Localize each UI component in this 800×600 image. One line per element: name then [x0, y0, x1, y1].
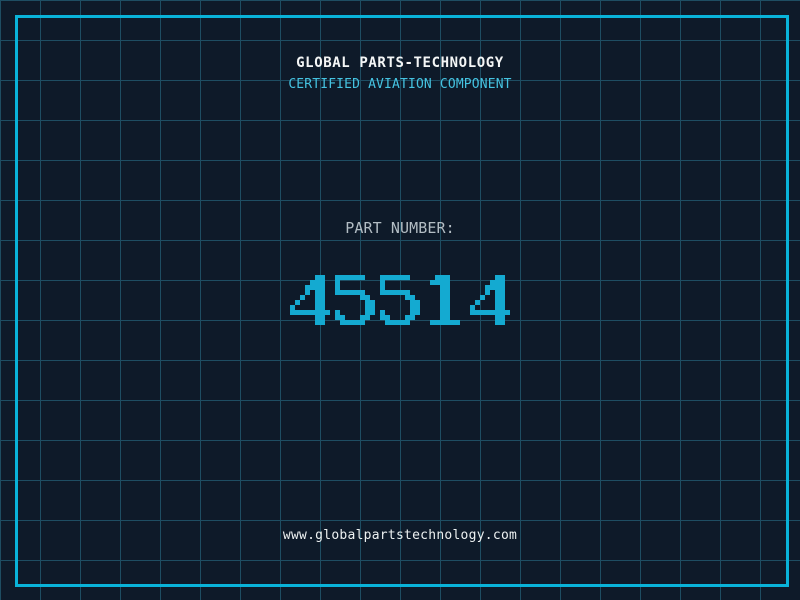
website-url: www.globalpartstechnology.com [282, 528, 518, 543]
company-title: GLOBAL PARTS-TECHNOLOGY [296, 55, 504, 72]
part-number-display [290, 275, 510, 325]
border-frame [15, 15, 789, 587]
certification-subtitle: CERTIFIED AVIATION COMPONENT [288, 77, 512, 92]
part-number-label: PART NUMBER: [345, 219, 455, 237]
